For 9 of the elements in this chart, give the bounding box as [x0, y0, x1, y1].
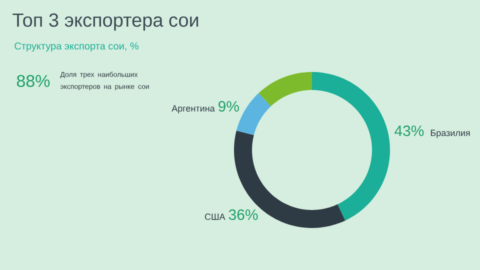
text: 88%: [16, 74, 50, 88]
slice-label: США: [204, 214, 226, 220]
slice-label: Аргентина: [172, 105, 215, 114]
data-label: 9%: [218, 101, 239, 112]
text: Структура экспорта сои, %: [14, 42, 138, 52]
slice-label: Бразилия: [430, 130, 470, 138]
data-label: 43%: [394, 126, 424, 136]
data-label: 36%: [228, 209, 258, 220]
chart-title: Топ 3 экспортера сои: [12, 13, 198, 31]
